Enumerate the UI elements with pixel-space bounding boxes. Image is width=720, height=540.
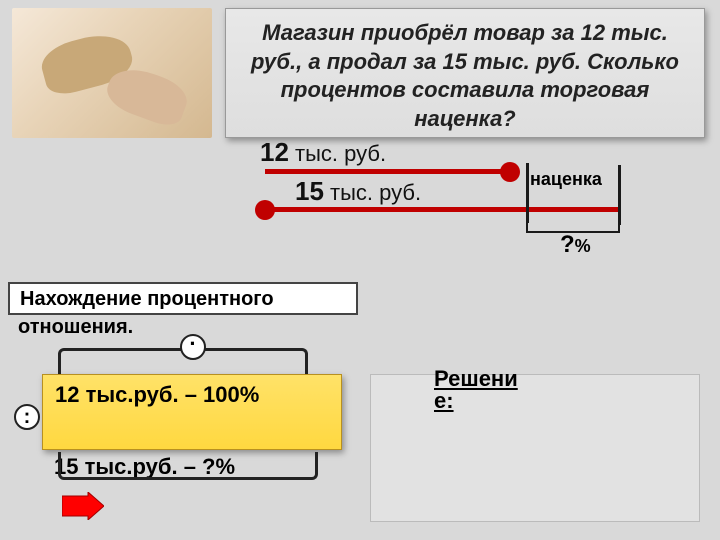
op-divide: : (14, 404, 40, 430)
label-15: 15 тыс. руб. (295, 178, 430, 205)
formula-area: · : 12 тыс.руб. – 100% 15 тыс.руб. – ?% (28, 340, 368, 520)
val15-num: 15 (295, 176, 324, 206)
formula-row-12: 12 тыс.руб. – 100% (55, 382, 259, 407)
bar-12 (265, 169, 510, 174)
val12-num: 12 (260, 137, 289, 167)
val15-unit: тыс. руб. (330, 180, 421, 205)
label-12: 12 тыс. руб. (260, 139, 390, 166)
finding-box: Нахождение процентного (8, 282, 358, 315)
bracket-right (618, 165, 621, 225)
money-photo (12, 8, 212, 138)
markup-diagram: 12 тыс. руб. 15 тыс. руб. наценка ?% (230, 145, 700, 275)
dot-12 (500, 162, 520, 182)
solution-rest: е: (434, 388, 454, 413)
bar-15 (265, 207, 620, 212)
op-multiply: · (180, 334, 206, 360)
problem-text: Магазин приобрёл товар за 12 тыс. руб., … (251, 20, 679, 131)
finding-line2: отношения. (18, 316, 133, 339)
question-mark: ? (560, 231, 575, 258)
percent-sign: % (575, 236, 591, 256)
solution-label: Решени е: (434, 368, 518, 412)
bracket-bottom-formula (58, 452, 318, 480)
arrow-icon (62, 492, 104, 520)
val12-unit: тыс. руб. (295, 141, 386, 166)
question-percent: ?% (560, 231, 591, 259)
problem-statement: Магазин приобрёл товар за 12 тыс. руб., … (225, 8, 705, 138)
solution-box (370, 374, 700, 522)
formula-box: 12 тыс.руб. – 100% (42, 374, 342, 450)
bracket-left (526, 163, 529, 223)
markup-label: наценка (530, 171, 600, 188)
dot-15 (255, 200, 275, 220)
finding-line1: Нахождение процентного (20, 288, 274, 310)
